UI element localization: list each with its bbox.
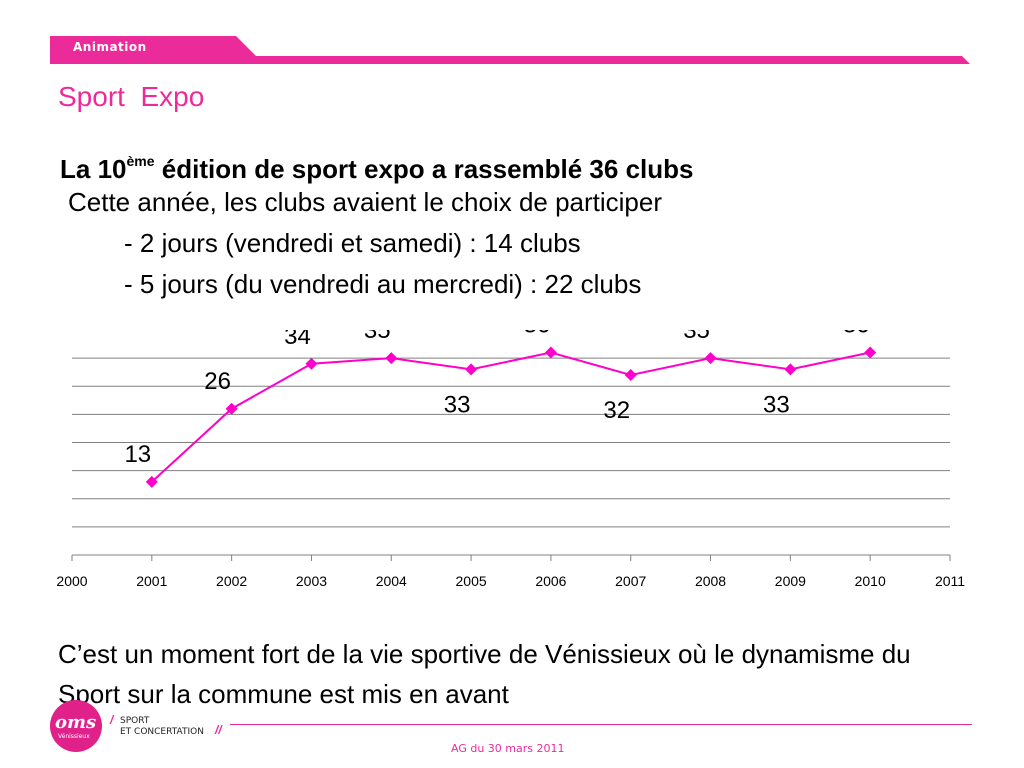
data-point bbox=[624, 369, 637, 381]
body-line-five-days: - 5 jours (du vendredi au mercredi) : 22… bbox=[124, 269, 642, 299]
data-point bbox=[225, 402, 238, 415]
x-tick-label: 2002 bbox=[216, 573, 247, 589]
x-tick-label: 2000 bbox=[56, 573, 87, 589]
header-rule bbox=[50, 56, 970, 64]
headline-rest: édition de sport expo a rassemblé 36 clu… bbox=[154, 154, 694, 184]
brand-text: SPORT ET CONCERTATION bbox=[120, 716, 204, 738]
data-label: 33 bbox=[444, 391, 471, 418]
body-line-two-days: - 2 jours (vendredi et samedi) : 14 club… bbox=[124, 228, 581, 258]
footer-date: AG du 30 mars 2011 bbox=[451, 742, 565, 755]
brand-slash-left: / bbox=[110, 713, 114, 727]
headline: La 10ème édition de sport expo a rassemb… bbox=[60, 140, 694, 190]
data-point bbox=[704, 352, 717, 365]
data-label: 13 bbox=[124, 441, 151, 468]
x-tick-label: 2008 bbox=[695, 573, 726, 589]
data-label: 36 bbox=[524, 330, 551, 339]
x-tick-label: 2001 bbox=[136, 573, 167, 589]
headline-superscript: ème bbox=[126, 153, 155, 169]
section-label: Animation bbox=[73, 40, 147, 54]
x-tick-label: 2006 bbox=[535, 573, 566, 589]
headline-prefix: La 10 bbox=[60, 154, 127, 184]
x-tick-label: 2011 bbox=[935, 573, 965, 589]
x-tick-label: 2007 bbox=[615, 573, 646, 589]
data-point bbox=[864, 346, 877, 359]
data-label: 34 bbox=[284, 330, 311, 350]
x-tick-label: 2009 bbox=[775, 573, 806, 589]
x-tick-label: 2005 bbox=[456, 573, 487, 589]
brand-line-2: ET CONCERTATION bbox=[120, 727, 204, 737]
header-band bbox=[50, 36, 970, 64]
brand-line-1: SPORT bbox=[120, 716, 150, 726]
footer-rule bbox=[230, 724, 972, 725]
data-point bbox=[465, 363, 478, 376]
data-label: 26 bbox=[204, 368, 231, 395]
x-tick-label: 2003 bbox=[296, 573, 327, 589]
oms-logo-text: oms bbox=[55, 712, 97, 733]
data-point bbox=[145, 475, 158, 488]
footer-quote: C’est un moment fort de la vie sportive … bbox=[58, 639, 911, 709]
data-point bbox=[544, 346, 557, 359]
body-line-choice: Cette année, les clubs avaient le choix … bbox=[68, 187, 663, 217]
oms-logo-subtext: Vénissieux bbox=[58, 733, 90, 740]
series-line bbox=[151, 351, 871, 483]
chart-container: 2000 2001 2002 2003 2004 2005 2006 2007 2008 2009… bbox=[0, 312, 1024, 610]
data-label: 36 bbox=[843, 330, 870, 339]
page-title: Sport Expo bbox=[58, 81, 205, 112]
data-point bbox=[385, 352, 398, 365]
data-label: 33 bbox=[763, 391, 790, 418]
data-label: 35 bbox=[364, 330, 391, 344]
header-tab bbox=[50, 36, 256, 56]
oms-logo bbox=[50, 700, 102, 752]
x-tick-label: 2004 bbox=[376, 573, 407, 589]
x-tick-label: 2010 bbox=[855, 573, 886, 589]
data-point bbox=[305, 357, 318, 370]
line-chart: 2000 2001 2002 2003 2004 2005 2006 2007 2008 2009… bbox=[56, 312, 965, 590]
brand-slash-right: // bbox=[215, 723, 222, 737]
data-point bbox=[784, 363, 797, 376]
data-label: 35 bbox=[683, 330, 710, 344]
data-label: 32 bbox=[603, 397, 630, 424]
